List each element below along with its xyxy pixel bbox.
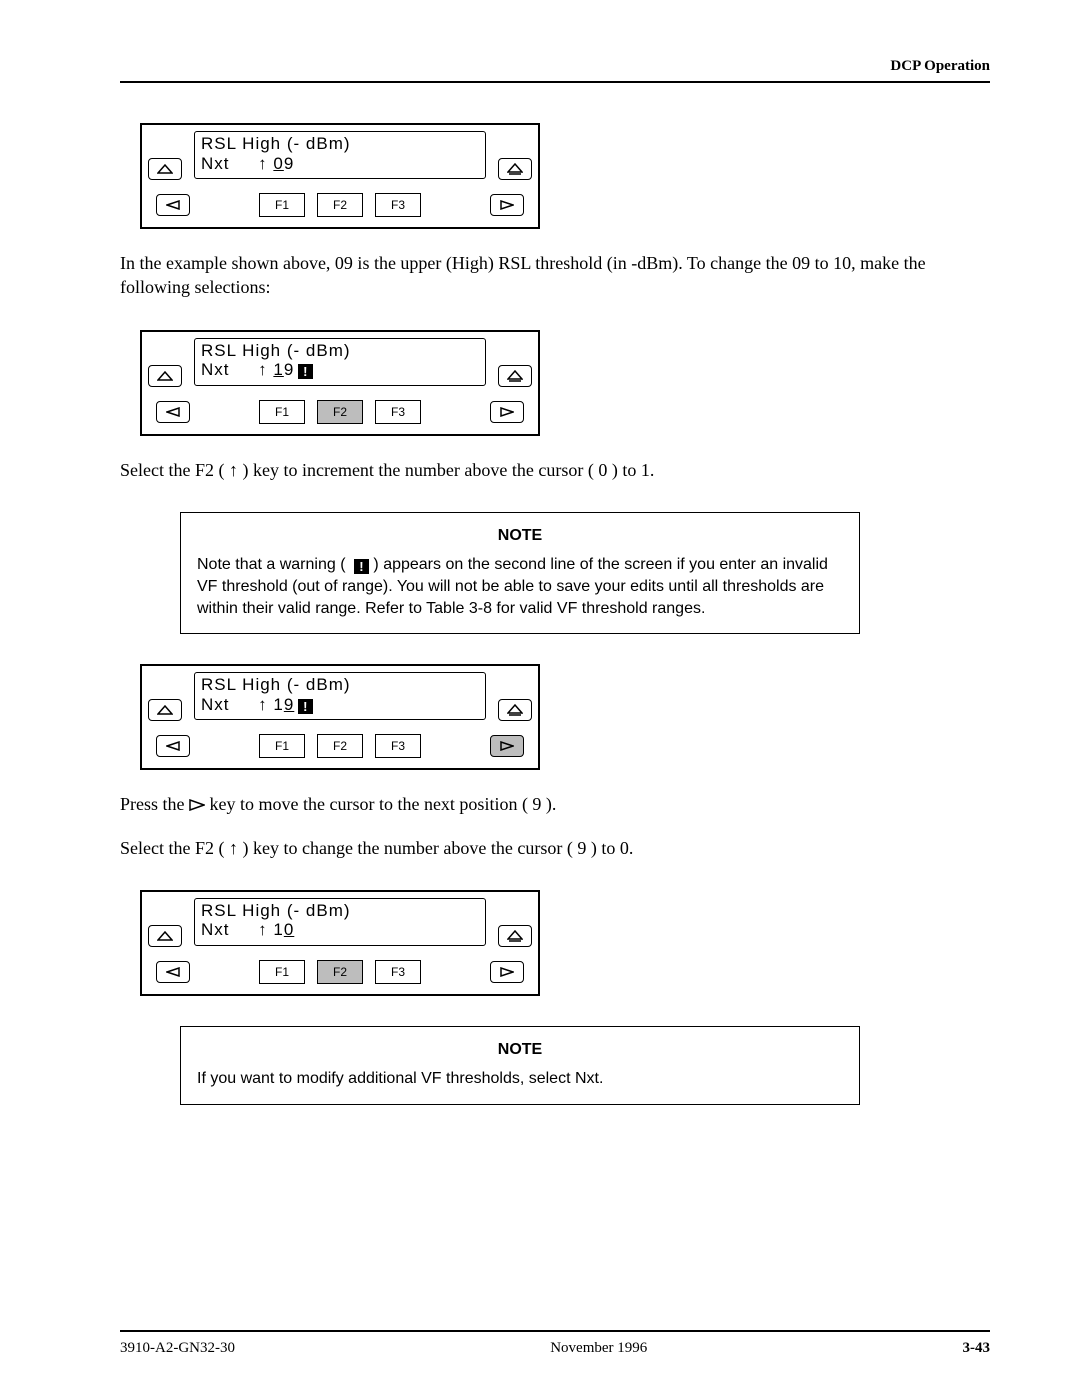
footer-rule — [120, 1330, 990, 1332]
nav-right-button[interactable] — [484, 397, 530, 427]
screen-line2: Nxt ↑ 10 — [201, 920, 479, 940]
warning-icon: ! — [354, 559, 369, 574]
f1-key[interactable]: F1 — [259, 193, 305, 217]
screen-line2: Nxt ↑ 19! — [201, 360, 479, 380]
nav-up-left-button[interactable] — [142, 666, 188, 724]
f1-key[interactable]: F1 — [259, 734, 305, 758]
lcd-screen: RSL High (- dBm) Nxt ↑ 19! — [194, 672, 486, 720]
note-body: If you want to modify additional VF thre… — [197, 1068, 843, 1090]
screen-line2: Nxt ↑ 09 — [201, 154, 479, 174]
nav-up-right-button[interactable] — [492, 666, 538, 724]
warning-icon: ! — [298, 699, 313, 714]
nav-right-button[interactable] — [484, 190, 530, 220]
screen-line1: RSL High (- dBm) — [201, 341, 479, 361]
lcd-panel-2: RSL High (- dBm) Nxt ↑ 19! F1 F2 F3 — [140, 330, 990, 436]
f2-key[interactable]: F2 — [317, 960, 363, 984]
screen-line1: RSL High (- dBm) — [201, 901, 479, 921]
f3-key[interactable]: F3 — [375, 734, 421, 758]
nav-up-right-button[interactable] — [492, 125, 538, 183]
f2-key[interactable]: F2 — [317, 193, 363, 217]
nav-left-button[interactable] — [150, 397, 196, 427]
nav-left-button[interactable] — [150, 731, 196, 761]
paragraph-3: Press the key to move the cursor to the … — [120, 792, 990, 817]
page-content: DCP Operation RSL High (- dBm) Nxt ↑ 09 — [120, 58, 990, 1339]
function-keys: F1 F2 F3 — [259, 960, 421, 984]
f3-key[interactable]: F3 — [375, 400, 421, 424]
lcd-panel-3: RSL High (- dBm) Nxt ↑ 19! F1 F2 F3 — [140, 664, 990, 770]
f3-key[interactable]: F3 — [375, 193, 421, 217]
screen-line1: RSL High (- dBm) — [201, 134, 479, 154]
note-body: Note that a warning ( ! ) appears on the… — [197, 554, 843, 619]
lcd-screen: RSL High (- dBm) Nxt ↑ 10 — [194, 898, 486, 946]
warning-icon: ! — [298, 364, 313, 379]
paragraph-2: Select the F2 ( ↑ ) key to increment the… — [120, 458, 990, 482]
page-footer: 3910-A2-GN32-30 November 1996 3-43 — [120, 1330, 990, 1357]
screen-line1: RSL High (- dBm) — [201, 675, 479, 695]
nav-up-left-button[interactable] — [142, 125, 188, 183]
screen-line2: Nxt ↑ 19! — [201, 695, 479, 715]
header-rule — [120, 81, 990, 83]
nav-left-button[interactable] — [150, 190, 196, 220]
f1-key[interactable]: F1 — [259, 400, 305, 424]
nav-left-button[interactable] — [150, 957, 196, 987]
note-box-1: NOTE Note that a warning ( ! ) appears o… — [180, 512, 990, 634]
lcd-panel-1: RSL High (- dBm) Nxt ↑ 09 F1 F2 F3 — [140, 123, 990, 229]
lcd-screen: RSL High (- dBm) Nxt ↑ 09 — [194, 131, 486, 179]
right-triangle-icon — [189, 793, 205, 817]
f3-key[interactable]: F3 — [375, 960, 421, 984]
function-keys: F1 F2 F3 — [259, 193, 421, 217]
nav-up-right-button[interactable] — [492, 332, 538, 390]
nav-up-right-button[interactable] — [492, 892, 538, 950]
paragraph-4: Select the F2 ( ↑ ) key to change the nu… — [120, 836, 990, 860]
header-section: DCP Operation — [120, 58, 990, 75]
note-title: NOTE — [197, 1039, 843, 1061]
lcd-panel-4: RSL High (- dBm) Nxt ↑ 10 F1 F2 F3 — [140, 890, 990, 996]
f2-key[interactable]: F2 — [317, 734, 363, 758]
footer-date: November 1996 — [235, 1340, 963, 1357]
footer-page: 3-43 — [963, 1340, 991, 1357]
f2-key[interactable]: F2 — [317, 400, 363, 424]
lcd-screen: RSL High (- dBm) Nxt ↑ 19! — [194, 338, 486, 386]
nav-right-button[interactable] — [484, 731, 530, 761]
paragraph-1: In the example shown above, 09 is the up… — [120, 251, 990, 300]
note-box-2: NOTE If you want to modify additional VF… — [180, 1026, 990, 1105]
function-keys: F1 F2 F3 — [259, 400, 421, 424]
footer-doc-id: 3910-A2-GN32-30 — [120, 1340, 235, 1357]
function-keys: F1 F2 F3 — [259, 734, 421, 758]
nav-right-button[interactable] — [484, 957, 530, 987]
nav-up-left-button[interactable] — [142, 892, 188, 950]
note-title: NOTE — [197, 525, 843, 547]
f1-key[interactable]: F1 — [259, 960, 305, 984]
nav-up-left-button[interactable] — [142, 332, 188, 390]
